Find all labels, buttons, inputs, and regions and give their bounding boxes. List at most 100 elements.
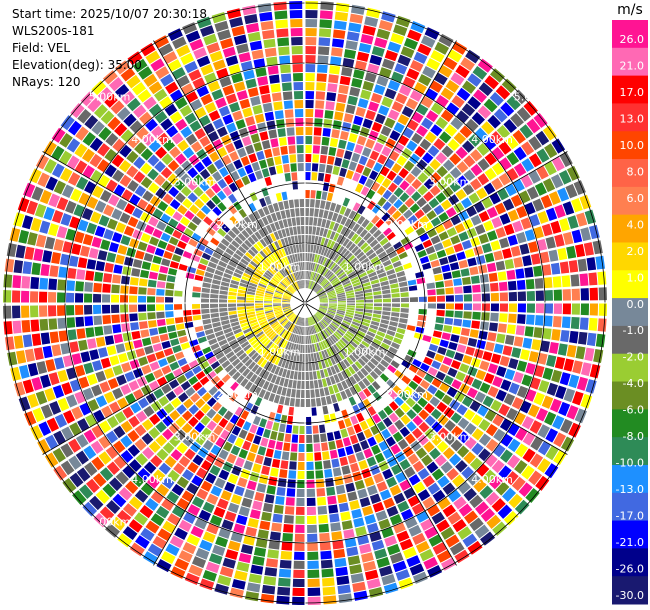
range-gate <box>276 595 290 605</box>
range-gate <box>259 11 273 22</box>
range-gate <box>333 265 341 274</box>
range-gate <box>441 264 451 273</box>
range-gate <box>206 397 217 408</box>
range-gate <box>30 305 39 318</box>
range-gate <box>306 280 309 289</box>
range-gate <box>92 472 107 488</box>
range-gate <box>343 318 352 323</box>
range-gate <box>406 421 417 432</box>
range-gate <box>403 262 413 270</box>
range-gate <box>265 420 274 430</box>
range-gate <box>66 138 81 153</box>
range-gate <box>295 506 305 515</box>
range-gate <box>363 232 372 241</box>
range-gate <box>246 480 257 491</box>
range-gate <box>292 263 297 272</box>
range-gate <box>373 354 382 363</box>
range-gate <box>445 534 460 548</box>
range-gate <box>192 303 201 309</box>
range-gate <box>139 321 148 330</box>
range-gate <box>228 295 237 300</box>
range-gate <box>222 461 234 473</box>
range-gate <box>192 314 202 321</box>
range-gate <box>306 434 313 443</box>
range-gate <box>59 150 73 165</box>
range-gate <box>199 168 211 180</box>
range-gate <box>247 87 259 98</box>
range-gate <box>410 166 422 178</box>
range-gate <box>327 293 336 297</box>
range-gate <box>305 389 310 398</box>
range-gate <box>356 269 366 276</box>
range-gate <box>396 350 406 359</box>
range-gate <box>330 56 342 66</box>
range-gate <box>277 315 285 321</box>
range-gate <box>320 331 326 340</box>
range-gate <box>447 254 458 263</box>
range-gate <box>440 109 454 123</box>
range-gate <box>152 469 166 482</box>
range-gate <box>342 263 351 271</box>
range-gate <box>253 142 263 152</box>
range-gate <box>412 358 422 368</box>
range-gate <box>453 318 463 327</box>
range-gate <box>220 38 234 50</box>
colorbar-label: 8.0 <box>627 165 645 178</box>
range-gate <box>436 303 445 310</box>
range-gate <box>598 287 607 301</box>
range-gate <box>362 261 372 268</box>
range-gate <box>368 101 380 112</box>
range-gate <box>438 231 449 241</box>
range-gate <box>544 303 553 314</box>
range-gate <box>310 335 314 344</box>
range-gate <box>113 455 127 469</box>
range-gate <box>90 169 103 183</box>
range-gate <box>370 92 383 104</box>
range-gate <box>511 396 524 410</box>
range-gate <box>504 258 515 270</box>
range-gate <box>199 341 210 349</box>
range-gate <box>516 279 526 290</box>
range-gate <box>418 308 427 315</box>
range-gate <box>247 31 261 42</box>
range-gate <box>484 252 495 263</box>
range-gate <box>404 197 415 208</box>
range-gate <box>477 158 490 171</box>
range-gate <box>397 380 407 390</box>
range-gate <box>357 534 370 546</box>
range-gate <box>333 344 340 353</box>
range-gate <box>180 52 195 66</box>
range-gate <box>271 264 279 272</box>
azimuth-line <box>304 151 568 304</box>
range-gate <box>419 215 430 226</box>
range-gate <box>552 276 562 288</box>
range-gate <box>470 236 481 247</box>
range-gate <box>287 236 292 246</box>
range-gate <box>231 358 241 367</box>
range-gate <box>295 244 300 253</box>
range-gate <box>18 364 30 379</box>
range-gate <box>435 116 449 130</box>
range-gate <box>285 181 293 191</box>
range-gate <box>415 510 429 523</box>
range-gate <box>257 285 266 291</box>
range-gate <box>369 531 382 542</box>
range-gate <box>398 577 414 590</box>
range-gate <box>128 415 140 428</box>
range-gate <box>131 330 141 340</box>
range-gate <box>424 27 440 40</box>
range-gate <box>396 327 406 335</box>
range-gate <box>473 245 484 256</box>
range-gate <box>100 357 111 369</box>
range-gate <box>326 288 335 294</box>
range-label: 4.00km <box>131 133 173 146</box>
range-gate <box>268 476 278 486</box>
range-gate <box>293 551 305 560</box>
range-gate <box>361 278 370 284</box>
range-gate <box>276 326 283 334</box>
range-gate <box>337 304 346 307</box>
range-gate <box>370 256 380 264</box>
range-gate <box>387 109 400 121</box>
range-gate <box>483 220 494 232</box>
range-gate <box>51 127 66 143</box>
